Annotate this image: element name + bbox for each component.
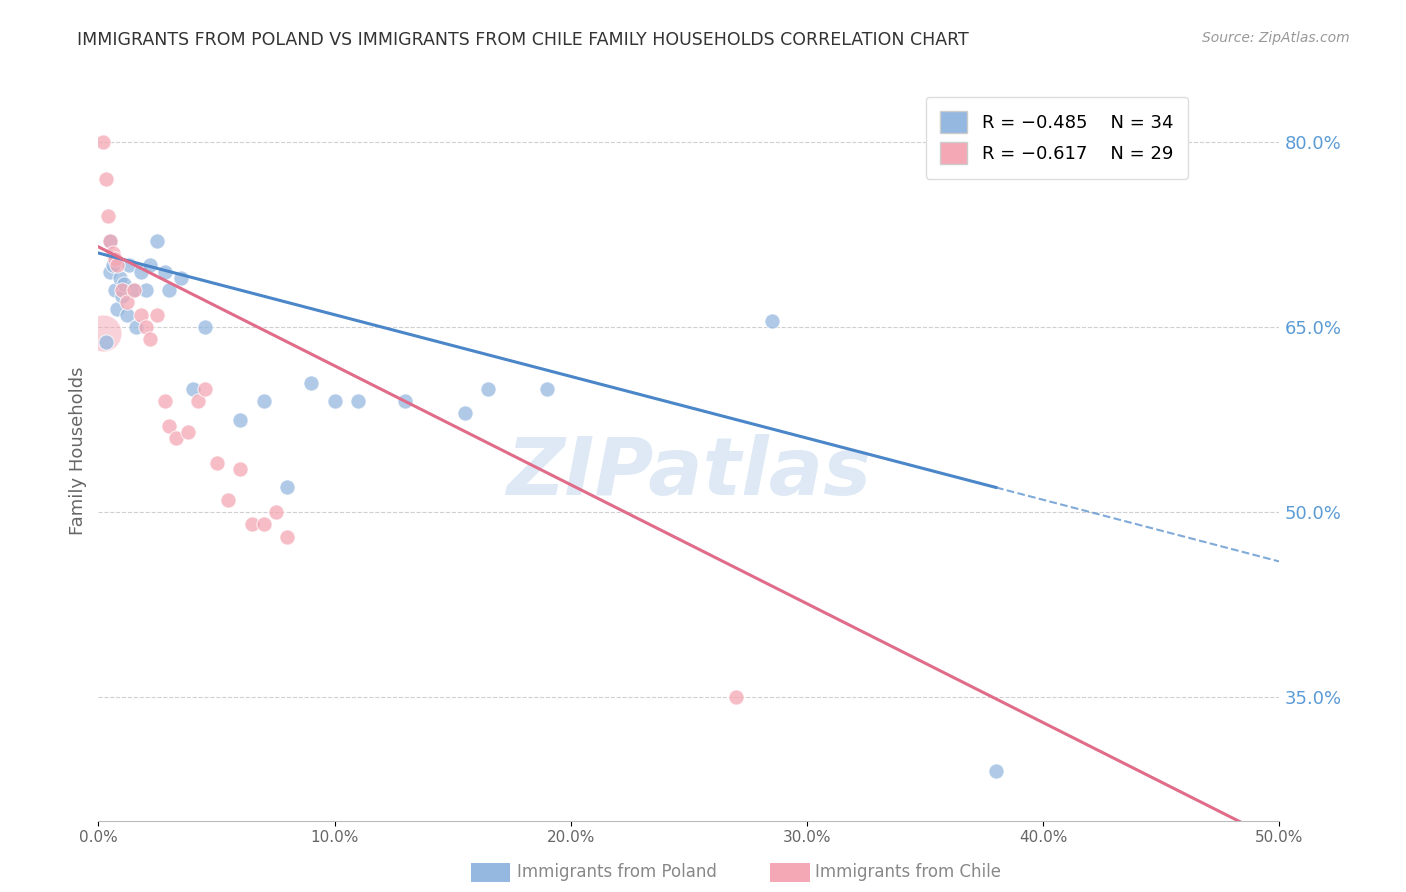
Point: [453, 407, 475, 421]
Point: [112, 277, 135, 291]
Point: [115, 295, 138, 310]
Y-axis label: Family Households: Family Households: [69, 367, 87, 534]
Point: [101, 259, 124, 273]
Point: [104, 252, 127, 267]
Point: [94, 172, 117, 186]
Point: [217, 492, 239, 507]
Point: [98, 234, 121, 248]
Point: [264, 505, 287, 519]
Point: [170, 270, 193, 285]
Point: [139, 332, 162, 346]
Text: Immigrants from Chile: Immigrants from Chile: [815, 863, 1001, 881]
Point: [165, 431, 187, 445]
Point: [229, 412, 252, 426]
Point: [177, 425, 200, 439]
Point: [253, 394, 276, 409]
Point: [94, 334, 117, 349]
Point: [105, 259, 128, 273]
Point: [347, 394, 370, 409]
Point: [153, 394, 176, 409]
Point: [157, 283, 180, 297]
Point: [111, 283, 134, 297]
Point: [122, 283, 145, 297]
Legend: R = −0.485    N = 34, R = −0.617    N = 29: R = −0.485 N = 34, R = −0.617 N = 29: [925, 96, 1188, 178]
Point: [299, 376, 322, 390]
Point: [125, 320, 148, 334]
Point: [135, 320, 157, 334]
Point: [205, 456, 228, 470]
Point: [725, 690, 748, 705]
Point: [98, 264, 121, 278]
Point: [962, 135, 984, 149]
Point: [276, 480, 298, 494]
Point: [139, 259, 162, 273]
Point: [97, 209, 120, 223]
Point: [105, 301, 128, 316]
Point: [229, 462, 252, 476]
Point: [146, 308, 169, 322]
Point: [276, 530, 298, 544]
Point: [118, 259, 141, 273]
Point: [157, 418, 180, 433]
Point: [129, 308, 152, 322]
Point: [146, 234, 169, 248]
Point: [111, 289, 134, 303]
Text: ZIPatlas: ZIPatlas: [506, 434, 872, 512]
Point: [984, 764, 1007, 779]
Text: IMMIGRANTS FROM POLAND VS IMMIGRANTS FROM CHILE FAMILY HOUSEHOLDS CORRELATION CH: IMMIGRANTS FROM POLAND VS IMMIGRANTS FRO…: [77, 31, 969, 49]
Point: [761, 314, 783, 328]
Point: [98, 234, 121, 248]
Point: [181, 382, 204, 396]
Point: [108, 270, 131, 285]
Point: [91, 326, 114, 341]
Point: [394, 394, 416, 409]
Point: [323, 394, 346, 409]
Point: [240, 517, 263, 532]
Point: [153, 264, 176, 278]
Point: [129, 264, 152, 278]
Text: Immigrants from Poland: Immigrants from Poland: [517, 863, 717, 881]
Point: [194, 320, 217, 334]
Point: [101, 246, 124, 260]
Point: [122, 283, 145, 297]
Point: [194, 382, 217, 396]
Point: [104, 283, 127, 297]
Point: [115, 308, 138, 322]
Point: [477, 382, 499, 396]
Point: [91, 135, 114, 149]
Point: [135, 283, 157, 297]
Text: Source: ZipAtlas.com: Source: ZipAtlas.com: [1202, 31, 1350, 45]
Point: [187, 394, 209, 409]
Point: [536, 382, 558, 396]
Point: [253, 517, 276, 532]
